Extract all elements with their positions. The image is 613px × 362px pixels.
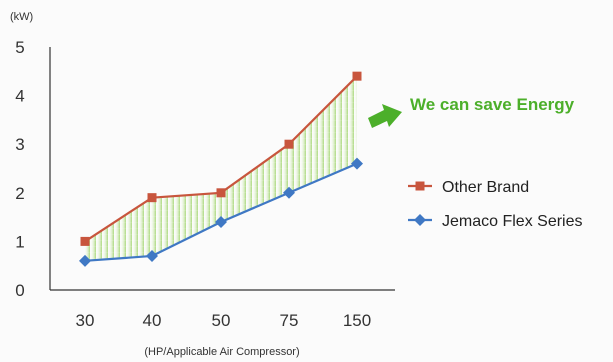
x-axis-label: (HP/Applicable Air Compressor) [144, 346, 299, 358]
y-tick-label: 0 [15, 281, 24, 300]
y-tick-label: 1 [15, 232, 24, 251]
data-point [147, 193, 157, 203]
legend-label: Other Brand [442, 179, 529, 196]
x-tick-label: 75 [280, 311, 299, 330]
green-arrow-icon [368, 104, 402, 128]
savings-callout: We can save Energy [368, 95, 575, 128]
legend-marker [414, 214, 426, 226]
y-axis-unit: (kW) [10, 11, 33, 23]
data-point [215, 215, 227, 228]
data-point [284, 139, 294, 149]
data-point [352, 71, 362, 81]
legend: Other Brand Jemaco Flex Series [408, 179, 583, 230]
y-tick-label: 3 [15, 135, 24, 154]
data-point [79, 254, 91, 267]
data-point [283, 186, 295, 199]
x-tick-label: 50 [212, 311, 231, 330]
y-tick-label: 5 [15, 38, 24, 57]
y-tick-label: 2 [15, 184, 24, 203]
y-tick-label: 4 [15, 87, 24, 106]
x-tick-label: 30 [76, 311, 95, 330]
x-tick-label: 150 [343, 311, 371, 330]
savings-area-fill [85, 76, 357, 261]
savings-area [85, 76, 357, 261]
savings-callout-text: We can save Energy [410, 95, 575, 114]
legend-marker [415, 181, 425, 191]
data-point [80, 236, 90, 246]
x-tick-label: 40 [143, 311, 162, 330]
data-point [351, 157, 363, 170]
legend-label: Jemaco Flex Series [442, 213, 583, 230]
data-point [216, 188, 226, 198]
data-point [146, 249, 158, 262]
